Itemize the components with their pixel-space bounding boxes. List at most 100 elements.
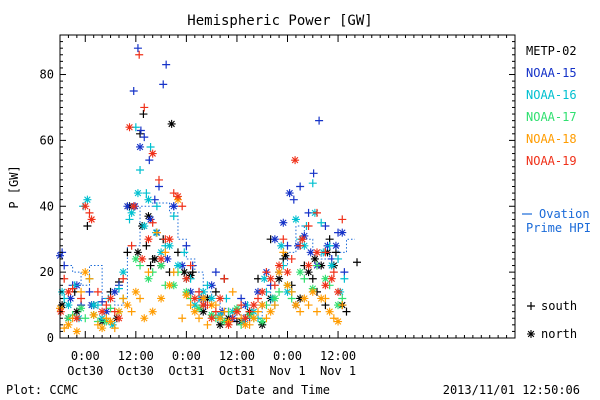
y-tick-label: 0 xyxy=(47,331,54,345)
noaa-15-south-point xyxy=(145,156,154,165)
noaa-19-south-point xyxy=(85,208,94,217)
noaa-16-north-point xyxy=(165,241,174,250)
noaa-19-south-point xyxy=(119,274,128,283)
noaa-19-south-point xyxy=(254,294,263,303)
metp-02-south-point xyxy=(211,287,220,296)
noaa-15-north-point xyxy=(146,215,155,224)
noaa-15-south-point xyxy=(140,133,149,142)
noaa-18-south-point xyxy=(203,320,212,329)
metp-02-south-point xyxy=(123,248,132,257)
noaa-15-north-point xyxy=(300,231,309,240)
metp-02-north-point xyxy=(72,307,81,316)
noaa-18-south-point xyxy=(279,248,288,257)
noaa-15-north-point xyxy=(285,189,294,198)
noaa-15-north-point xyxy=(169,202,178,211)
noaa-19-south-point xyxy=(68,284,77,293)
x-tick-label-time: 12:00 xyxy=(219,349,255,363)
noaa-18-north-point xyxy=(190,307,199,316)
noaa-19-north-point xyxy=(312,248,321,257)
noaa-17-south-point xyxy=(275,287,284,296)
noaa-17-south-point xyxy=(81,314,90,323)
legend-entry: NOAA-16 xyxy=(526,88,577,102)
metp-02-south-point xyxy=(342,307,351,316)
noaa-16-north-point xyxy=(144,195,153,204)
noaa-19-north-point xyxy=(266,274,275,283)
noaa-16-north-point xyxy=(173,261,182,270)
x-axis-label: Date and Time xyxy=(236,383,330,397)
noaa-15-south-point xyxy=(159,80,168,89)
legend-entry: METP-02 xyxy=(526,44,577,58)
noaa-18-south-point xyxy=(296,307,305,316)
legend-ovation-label: Ovation xyxy=(539,207,590,221)
noaa-16-south-point xyxy=(146,142,155,151)
noaa-16-north-point xyxy=(127,208,136,217)
noaa-16-north-point xyxy=(249,307,258,316)
noaa-15-north-point xyxy=(102,307,111,316)
noaa-16-south-point xyxy=(152,202,161,211)
noaa-17-south-point xyxy=(312,261,321,270)
noaa-19-north-point xyxy=(129,202,138,211)
noaa-16-north-point xyxy=(89,301,98,310)
x-tick-label-date: Oct31 xyxy=(219,364,255,378)
noaa-16-north-point xyxy=(133,189,142,198)
noaa-18-south-point xyxy=(338,301,347,310)
noaa-18-south-point xyxy=(270,301,279,310)
noaa-19-south-point xyxy=(110,307,119,316)
noaa-16-south-point xyxy=(169,212,178,221)
noaa-19-south-point xyxy=(287,254,296,263)
legend-marker-label: south xyxy=(541,299,577,313)
noaa-18-north-point xyxy=(182,291,191,300)
noaa-19-north-point xyxy=(224,320,233,329)
metp-02-south-point xyxy=(308,274,317,283)
noaa-19-south-point xyxy=(270,281,279,290)
noaa-19-north-point xyxy=(275,261,284,270)
noaa-18-north-point xyxy=(165,281,174,290)
noaa-18-north-point xyxy=(157,294,166,303)
noaa-16-north-point xyxy=(98,314,107,323)
noaa-19-north-point xyxy=(165,235,174,244)
noaa-15-south-point xyxy=(182,241,191,250)
noaa-16-south-point xyxy=(142,189,151,198)
y-tick-label: 80 xyxy=(40,68,54,82)
noaa-19-north-point xyxy=(87,215,96,224)
noaa-19-north-point xyxy=(207,314,216,323)
noaa-15-north-point xyxy=(110,287,119,296)
noaa-18-north-point xyxy=(131,287,140,296)
noaa-19-south-point xyxy=(140,103,149,112)
noaa-18-north-point xyxy=(216,314,225,323)
noaa-18-north-point xyxy=(114,307,123,316)
noaa-19-north-point xyxy=(283,268,292,277)
noaa-19-south-point xyxy=(312,208,321,217)
metp-02-south-point xyxy=(139,110,148,119)
noaa-19-south-point xyxy=(135,50,144,59)
metp-02-north-point xyxy=(167,119,176,128)
noaa-17-south-point xyxy=(300,274,309,283)
noaa-15-south-point xyxy=(296,182,305,191)
x-tick-label-date: Oct30 xyxy=(118,364,154,378)
noaa-18-south-point xyxy=(93,320,102,329)
noaa-16-north-point xyxy=(64,301,73,310)
noaa-18-south-point xyxy=(178,314,187,323)
metp-02-north-point xyxy=(310,254,319,263)
legend-entry: NOAA-17 xyxy=(526,110,577,124)
noaa-17-north-point xyxy=(157,261,166,270)
noaa-19-south-point xyxy=(321,248,330,257)
legend-entry: NOAA-18 xyxy=(526,132,577,146)
x-tick-label-date: Oct30 xyxy=(67,364,103,378)
noaa-15-north-point xyxy=(207,281,216,290)
noaa-18-north-point xyxy=(72,327,81,336)
noaa-19-north-point xyxy=(249,301,258,310)
noaa-19-south-point xyxy=(220,274,229,283)
noaa-16-south-point xyxy=(325,241,334,250)
noaa-19-south-point xyxy=(102,301,111,310)
noaa-19-south-point xyxy=(155,175,164,184)
noaa-19-south-point xyxy=(77,294,86,303)
noaa-18-north-point xyxy=(148,307,157,316)
legend-entry: NOAA-15 xyxy=(526,66,577,80)
x-tick-label-time: 0:00 xyxy=(273,349,302,363)
noaa-16-north-point xyxy=(108,320,117,329)
noaa-18-north-point xyxy=(258,301,267,310)
noaa-19-south-point xyxy=(338,215,347,224)
noaa-19-north-point xyxy=(114,314,123,323)
legend-north-marker xyxy=(527,330,535,338)
